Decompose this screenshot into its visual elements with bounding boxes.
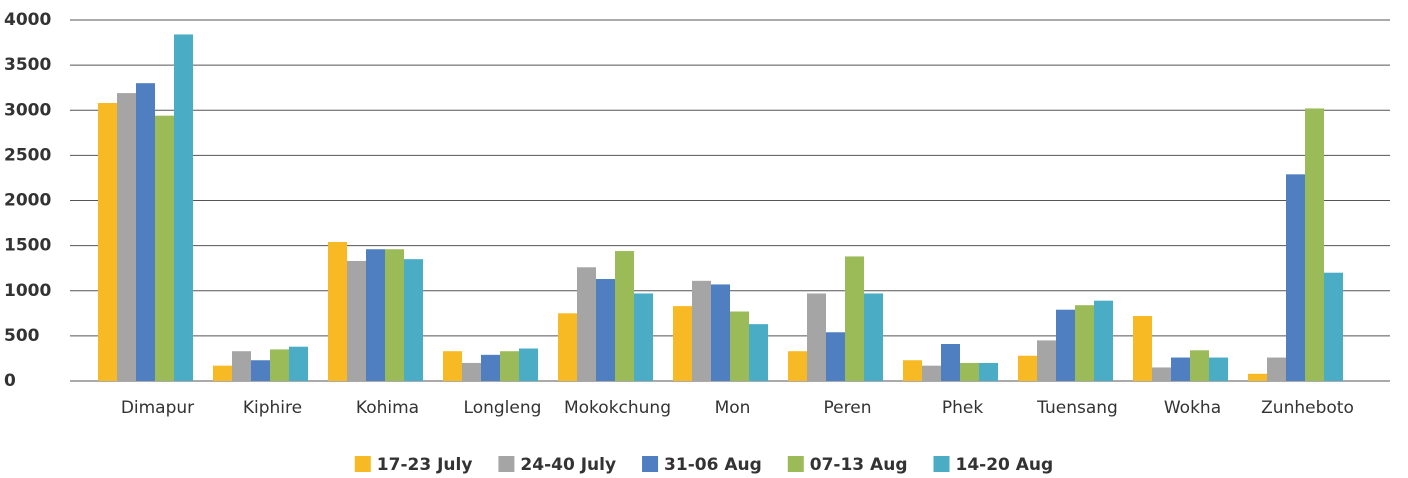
bar: [366, 249, 385, 381]
y-tick-label: 500: [4, 326, 40, 346]
bar: [155, 115, 174, 381]
legend-swatch: [498, 456, 515, 472]
bar: [903, 360, 922, 381]
x-tick-label: Phek: [942, 398, 983, 418]
bar: [519, 348, 538, 381]
legend-label: 31-06 Aug: [664, 455, 762, 475]
bar: [1248, 373, 1267, 381]
bar: [270, 349, 289, 381]
bar: [328, 242, 347, 381]
bar: [213, 365, 232, 381]
x-tick-label: Mon: [715, 398, 751, 418]
bar: [98, 103, 117, 381]
bar: [1152, 367, 1171, 381]
y-tick-label: 2500: [4, 145, 51, 165]
bar: [788, 351, 807, 381]
x-tick-label: Zunheboto: [1261, 398, 1354, 418]
bar: [615, 251, 634, 381]
bar: [979, 362, 998, 381]
x-tick-label: Longleng: [464, 398, 542, 418]
bar: [711, 284, 730, 381]
bar: [826, 332, 845, 381]
bar: [749, 324, 768, 381]
bar: [1286, 174, 1305, 381]
y-tick-label: 3000: [4, 100, 51, 120]
bar: [1209, 357, 1228, 381]
bar: [941, 343, 960, 381]
bar: [117, 93, 136, 381]
bar: [1075, 305, 1094, 381]
bar: [1056, 309, 1075, 381]
legend-swatch: [787, 456, 804, 472]
legend-label: 24-40 July: [520, 455, 616, 475]
bar: [404, 259, 423, 381]
bar: [577, 267, 596, 381]
bar: [232, 351, 251, 381]
bar: [673, 306, 692, 381]
legend-label: 17-23 July: [377, 455, 473, 475]
bar: [347, 260, 366, 381]
bar: [289, 346, 308, 381]
bar: [845, 256, 864, 381]
bar: [596, 279, 615, 381]
y-tick-label: 1000: [4, 281, 51, 301]
bar: [864, 293, 883, 381]
y-tick-label: 3500: [4, 55, 51, 75]
legend-swatch: [642, 456, 659, 472]
bar: [960, 362, 979, 381]
x-tick-label: Tuensang: [1036, 398, 1118, 418]
bar: [1267, 357, 1286, 381]
bar: [251, 360, 270, 381]
bar: [1133, 316, 1152, 381]
y-tick-label: 1500: [4, 236, 51, 256]
legend-swatch: [933, 456, 950, 472]
bar: [1018, 355, 1037, 381]
bar: [1094, 300, 1113, 381]
y-tick-label: 0: [4, 371, 16, 391]
bar: [634, 293, 653, 381]
x-tick-label: Mokokchung: [564, 398, 671, 418]
bar: [1171, 357, 1190, 381]
legend-label: 07-13 Aug: [810, 455, 908, 475]
bar: [922, 365, 941, 381]
x-tick-label: Kiphire: [243, 398, 302, 418]
bar: [1305, 108, 1324, 381]
x-tick-label: Dimapur: [121, 398, 194, 418]
bar: [1324, 272, 1343, 381]
bar: [1037, 340, 1056, 381]
y-tick-label: 4000: [4, 10, 51, 30]
y-tick-label: 2000: [4, 191, 51, 211]
bar: [500, 351, 519, 381]
bar: [462, 362, 481, 381]
legend-swatch: [354, 456, 371, 472]
x-tick-label: Peren: [824, 398, 872, 418]
bar: [481, 354, 500, 381]
bar: [385, 249, 404, 381]
legend-label: 14-20 Aug: [955, 455, 1053, 475]
bar: [174, 34, 193, 381]
bar: [692, 280, 711, 381]
bar: [443, 351, 462, 381]
bar: [1190, 350, 1209, 381]
bar: [558, 313, 577, 381]
x-tick-label: Wokha: [1164, 398, 1221, 418]
x-tick-label: Kohima: [356, 398, 419, 418]
bar: [807, 293, 826, 381]
bar: [730, 311, 749, 381]
bar: [136, 83, 155, 382]
